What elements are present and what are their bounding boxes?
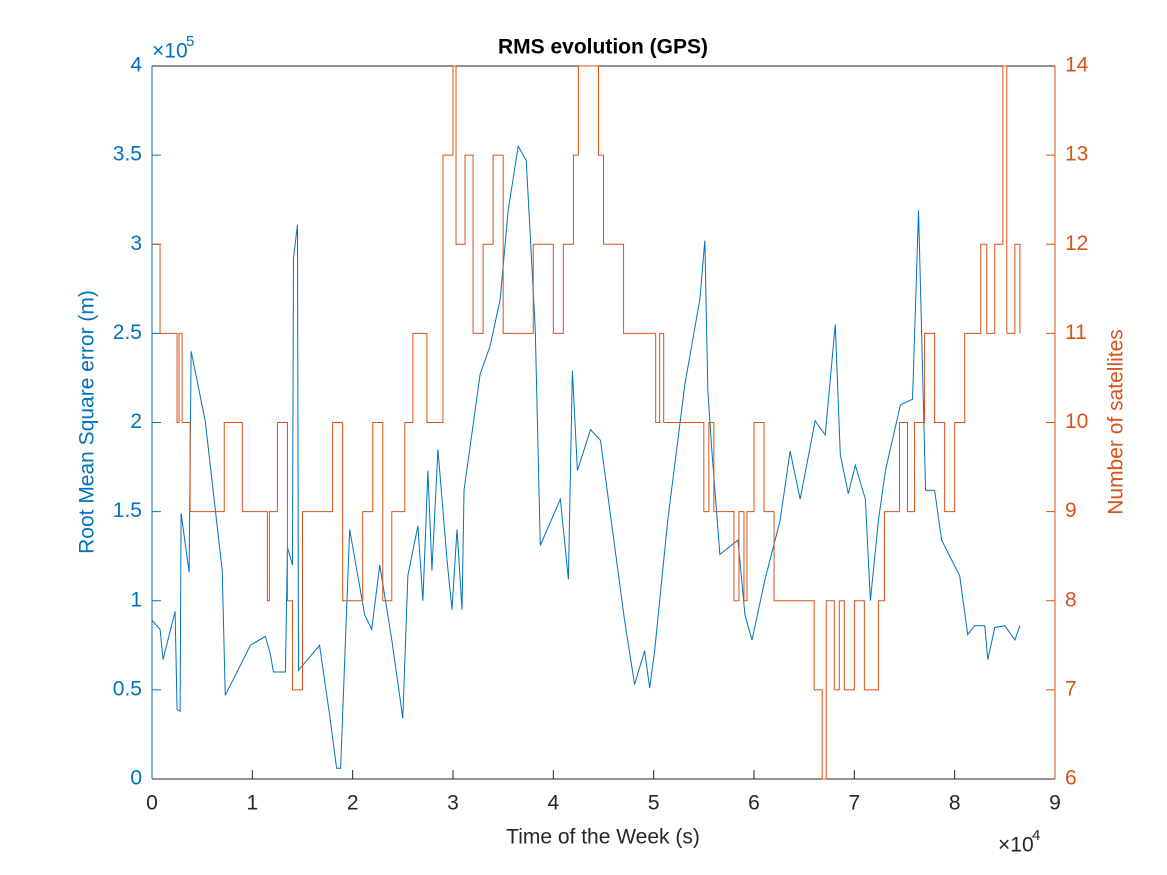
y2-tick-label: 11 — [1065, 321, 1087, 344]
y-tick-label: 4 — [130, 54, 142, 77]
x-axis-label: Time of the Week (s) — [506, 826, 700, 849]
x-multiplier: ×10 — [998, 834, 1034, 857]
y2-tick-label: 9 — [1065, 499, 1077, 522]
y-multiplier: ×10 — [152, 40, 188, 63]
x-tick-label: 3 — [447, 792, 459, 815]
x-tick-label: 0 — [146, 792, 158, 815]
x-exponent: 4 — [1032, 827, 1040, 844]
series-line — [152, 65, 1021, 780]
series-line — [151, 144, 1021, 769]
y2-tick-label: 13 — [1065, 143, 1088, 166]
y-axis-label: Root Mean Square error (m) — [76, 290, 99, 554]
y-tick-label: 1.5 — [113, 499, 142, 522]
y-tick-label: 2.5 — [113, 321, 142, 344]
y2-tick-label: 7 — [1065, 677, 1077, 700]
x-tick-label: 4 — [547, 792, 559, 815]
y-exponent: 5 — [186, 33, 194, 50]
y-tick-label: 0.5 — [113, 677, 142, 700]
y-tick-label: 0 — [130, 767, 142, 790]
y2-axis-label: Number of satellites — [1105, 329, 1128, 515]
chart-title: RMS evolution (GPS) — [498, 36, 708, 59]
x-tick-label: 6 — [748, 792, 760, 815]
y-tick-label: 3 — [130, 232, 142, 255]
y-tick-label: 2 — [130, 410, 142, 433]
y2-tick-label: 8 — [1065, 588, 1077, 611]
x-tick-label: 1 — [246, 792, 258, 815]
x-tick-label: 7 — [848, 792, 860, 815]
y2-tick-label: 14 — [1065, 54, 1089, 77]
x-tick-label: 9 — [1049, 792, 1061, 815]
y-tick-label: 1 — [130, 588, 142, 611]
x-tick-label: 2 — [347, 792, 359, 815]
y2-tick-label: 12 — [1065, 232, 1088, 255]
y-tick-label: 3.5 — [113, 143, 142, 166]
y2-tick-label: 10 — [1065, 410, 1088, 433]
x-tick-label: 5 — [648, 792, 660, 815]
x-tick-label: 8 — [949, 792, 961, 815]
y2-tick-label: 6 — [1065, 767, 1077, 790]
